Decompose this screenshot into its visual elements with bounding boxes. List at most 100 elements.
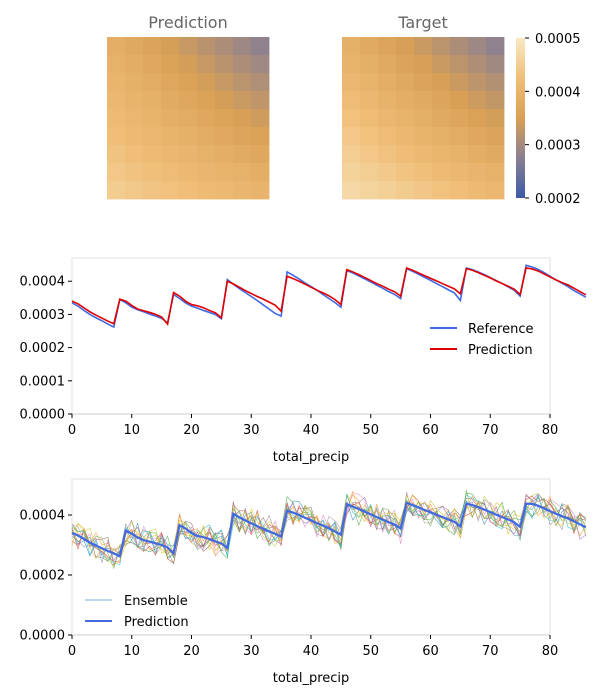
- heatmap-cell: [450, 145, 469, 164]
- heatmap-cell: [143, 109, 162, 128]
- colorbar-tick-label: 0.0003: [535, 139, 581, 154]
- heatmap-cell: [342, 109, 361, 128]
- heatmap-cell: [143, 55, 162, 74]
- heatmap-cell: [468, 145, 487, 164]
- heatmap-cell: [486, 55, 505, 74]
- heatmap-cell: [233, 181, 252, 200]
- heatmap-prediction-title: Prediction: [148, 13, 227, 32]
- heatmap-cell: [396, 91, 415, 110]
- heatmap-cell: [143, 73, 162, 92]
- x-tick-label: 0: [68, 644, 76, 659]
- heatmap-cell: [161, 55, 180, 74]
- line-chart-2-plot: 0.0000 0.0002 0.0004 0 10 20 30 40 50 60 70 80: [20, 489, 587, 659]
- heatmap-cell: [450, 37, 469, 56]
- y-tick-label: 0.0004: [20, 275, 66, 290]
- x-tick-label: 20: [183, 423, 200, 438]
- heatmap-cell: [125, 109, 144, 128]
- heatmap-cell: [342, 181, 361, 200]
- heatmap-cell: [450, 127, 469, 146]
- x-tick-label: 40: [303, 644, 320, 659]
- heatmap-cell: [414, 163, 433, 182]
- heatmap-cell: [414, 127, 433, 146]
- heatmap-cell: [486, 91, 505, 110]
- line-chart-1-plot: 0.0000 0.0001 0.0002 0.0003 0.0004 0 10 20 30 40 5…: [20, 264, 587, 438]
- series-line-prediction: [71, 266, 587, 326]
- heatmap-cell: [125, 127, 144, 146]
- heatmap-cell: [233, 73, 252, 92]
- heatmap-cell: [179, 127, 198, 146]
- ensemble-member-line: [71, 494, 587, 565]
- heatmap-cell: [197, 109, 216, 128]
- heatmap-cell: [486, 127, 505, 146]
- heatmap-cell: [215, 109, 234, 128]
- heatmap-cell: [143, 181, 162, 200]
- heatmap-cell: [107, 181, 126, 200]
- heatmap-cell: [233, 91, 252, 110]
- heatmap-cell: [468, 163, 487, 182]
- heatmap-cell: [468, 109, 487, 128]
- heatmap-cell: [486, 37, 505, 56]
- heatmap-cell: [450, 163, 469, 182]
- heatmap-cell: [468, 37, 487, 56]
- heatmap-cell: [414, 109, 433, 128]
- heatmap-cell: [161, 163, 180, 182]
- heatmap-cell: [179, 145, 198, 164]
- heatmap-target-title: Target: [397, 13, 448, 32]
- heatmap-cell: [378, 109, 397, 128]
- x-tick-label: 80: [542, 423, 559, 438]
- legend-prediction-label-2: Prediction: [124, 615, 189, 630]
- x-tick-label: 10: [123, 644, 140, 659]
- colorbar-ticks: 0.0002 0.0003 0.0004 0.0005: [525, 32, 581, 207]
- heatmap-cell: [486, 109, 505, 128]
- heatmap-cell: [197, 145, 216, 164]
- x-tick-label: 80: [542, 644, 559, 659]
- heatmap-cell: [251, 91, 270, 110]
- heatmap-cell: [161, 91, 180, 110]
- heatmap-cell: [396, 73, 415, 92]
- heatmap-cell: [215, 55, 234, 74]
- heatmap-prediction-cells: [107, 37, 270, 200]
- heatmap-cell: [360, 55, 379, 74]
- heatmap-cell: [233, 163, 252, 182]
- heatmap-cell: [125, 163, 144, 182]
- heatmap-cell: [251, 55, 270, 74]
- heatmap-cell: [414, 145, 433, 164]
- heatmap-cell: [215, 145, 234, 164]
- heatmap-cell: [143, 145, 162, 164]
- x-tick-label: 20: [183, 644, 200, 659]
- y-tick-label: 0.0003: [20, 308, 66, 323]
- heatmap-cell: [450, 181, 469, 200]
- heatmap-cell: [179, 163, 198, 182]
- heatmap-cell: [378, 73, 397, 92]
- heatmap-cell: [360, 127, 379, 146]
- heatmap-cell: [125, 37, 144, 56]
- series-line-prediction: [71, 501, 587, 559]
- heatmap-cell: [179, 55, 198, 74]
- heatmap-cell: [432, 91, 451, 110]
- heatmap-cell: [486, 163, 505, 182]
- heatmap-cell: [396, 145, 415, 164]
- x-tick-label: 70: [482, 644, 499, 659]
- heatmap-cell: [251, 163, 270, 182]
- heatmap-cell: [233, 109, 252, 128]
- x-tick-label: 60: [422, 644, 439, 659]
- heatmap-cell: [468, 73, 487, 92]
- heatmap-cell: [197, 55, 216, 74]
- heatmap-cell: [197, 91, 216, 110]
- heatmap-cell: [251, 127, 270, 146]
- heatmap-cell: [468, 127, 487, 146]
- heatmap-cell: [360, 163, 379, 182]
- ensemble-member-line: [71, 493, 586, 567]
- heatmap-cell: [125, 145, 144, 164]
- heatmap-cell: [486, 73, 505, 92]
- heatmap-cell: [125, 73, 144, 92]
- heatmap-cell: [233, 37, 252, 56]
- heatmap-cell: [125, 55, 144, 74]
- heatmap-cell: [233, 55, 252, 74]
- heatmap-cell: [396, 127, 415, 146]
- heatmap-cell: [450, 109, 469, 128]
- heatmap-cell: [450, 91, 469, 110]
- heatmap-cell: [179, 109, 198, 128]
- heatmap-cell: [342, 145, 361, 164]
- heatmap-cell: [432, 145, 451, 164]
